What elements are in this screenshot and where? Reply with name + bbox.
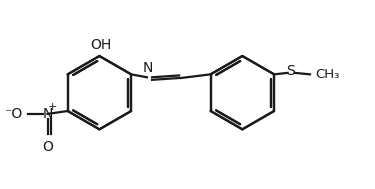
Text: OH: OH <box>91 38 112 52</box>
Text: N: N <box>142 61 153 75</box>
Text: S: S <box>286 64 295 78</box>
Text: O: O <box>42 140 53 154</box>
Text: N: N <box>42 107 53 121</box>
Text: ⁻O: ⁻O <box>4 107 22 121</box>
Text: +: + <box>48 102 57 112</box>
Text: CH₃: CH₃ <box>315 68 339 81</box>
